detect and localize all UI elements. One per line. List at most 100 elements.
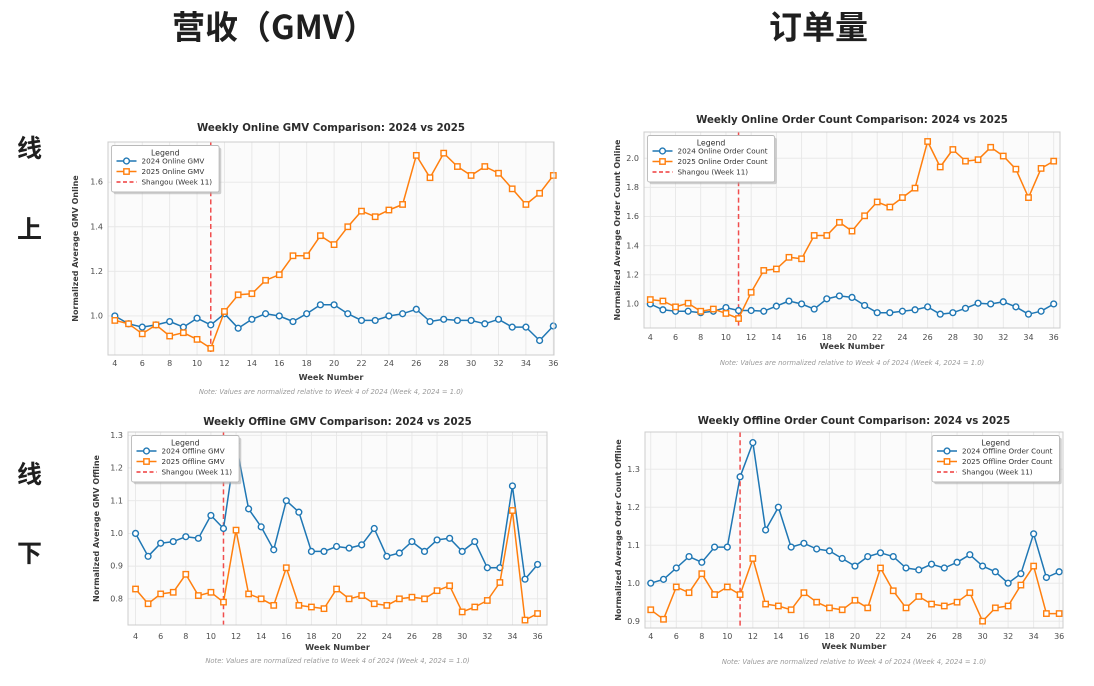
svg-text:34: 34	[521, 359, 531, 368]
tick-labels: 4 6 8 10 12 14 16 18 20 22 24 26 28 30 32 34 36 0.8 0.9 1.0…	[110, 431, 542, 641]
marker-circle	[848, 293, 856, 301]
svg-text:24: 24	[901, 632, 911, 641]
svg-text:1.1: 1.1	[110, 496, 123, 505]
chart-title: Weekly Online Order Count Comparison: 20…	[696, 115, 1008, 126]
svg-text:20: 20	[847, 333, 857, 342]
marker-circle	[471, 537, 479, 546]
chart-offline-order-count: 4 6 8 10 12 14 16 18 20 22 24 26 28 30 32 34 36 0.9 1.0 1.1…	[600, 405, 1094, 669]
row-label-offline-char-2	[17, 537, 42, 570]
tick-labels: 4 6 8 10 12 14 16 18 20 22 24 26 28 30 32 34 36 1.0 1.2 1.4…	[90, 178, 558, 368]
marker-square	[928, 600, 935, 608]
marker-square	[924, 138, 932, 145]
marker-circle	[999, 298, 1007, 306]
marker-circle	[915, 566, 923, 574]
marker-circle	[966, 551, 974, 559]
marker-square	[275, 271, 283, 279]
marker-circle	[420, 547, 429, 555]
marker-square	[1017, 581, 1025, 589]
legend-label: Shangou (Week 11)	[142, 177, 213, 186]
svg-text:1.0: 1.0	[626, 300, 639, 309]
svg-text:34: 34	[1023, 333, 1033, 342]
svg-text:26: 26	[926, 632, 936, 641]
marker-square	[383, 601, 391, 609]
marker-circle	[736, 473, 744, 481]
plot-border	[644, 431, 1064, 629]
marker-circle	[481, 320, 489, 328]
svg-text:1.2: 1.2	[90, 267, 103, 276]
marker-square	[953, 598, 961, 606]
marker-square	[152, 321, 160, 329]
marker-square	[943, 458, 951, 465]
svg-text:18: 18	[824, 632, 834, 641]
legend-title: Legend	[697, 139, 726, 148]
legend-label: 2025 Online GMV	[142, 167, 205, 176]
marker-circle	[924, 303, 932, 311]
marker-circle	[398, 310, 407, 318]
marker-circle	[943, 447, 951, 455]
svg-text:16: 16	[281, 632, 291, 641]
marker-square	[899, 194, 906, 201]
marker-circle	[723, 543, 731, 551]
marker-square	[234, 291, 242, 299]
marker-circle	[835, 292, 843, 300]
svg-text:0.8: 0.8	[110, 594, 123, 603]
marker-square	[774, 602, 782, 610]
svg-text:4: 4	[648, 632, 653, 641]
marker-square	[344, 223, 352, 231]
marker-square	[772, 265, 780, 273]
marker-square	[1004, 602, 1012, 610]
marker-square	[979, 617, 986, 625]
marker-circle	[166, 317, 174, 326]
marker-circle	[722, 303, 730, 312]
marker-circle	[142, 447, 151, 455]
marker-circle	[659, 306, 667, 314]
legend-title: Legend	[151, 149, 180, 158]
marker-circle	[245, 505, 253, 513]
column-header-orders	[769, 6, 868, 49]
marker-square	[221, 308, 228, 315]
marker-circle	[898, 307, 907, 315]
marker-square	[698, 570, 706, 578]
marker-square	[1037, 165, 1045, 172]
marker-circle	[357, 316, 366, 325]
marker-square	[395, 595, 403, 603]
marker-square	[709, 305, 717, 313]
marker-circle	[1030, 530, 1038, 538]
svg-text:32: 32	[1003, 632, 1013, 641]
marker-circle	[800, 539, 808, 547]
marker-square	[974, 156, 982, 164]
legend-title: Legend	[171, 439, 200, 448]
marker-circle	[987, 300, 995, 308]
marker-square	[182, 570, 190, 578]
cjk-glyphs	[770, 11, 867, 42]
marker-square	[838, 606, 846, 614]
marker-square	[522, 201, 530, 208]
marker-square	[458, 608, 466, 616]
svg-text:36: 36	[548, 359, 558, 368]
marker-circle	[536, 336, 544, 345]
marker-circle	[370, 524, 378, 533]
marker-circle	[762, 526, 770, 534]
svg-text:6: 6	[158, 632, 163, 641]
marker-circle	[275, 312, 283, 320]
marker-circle	[647, 579, 655, 587]
marker-circle	[289, 317, 297, 326]
series-2024-offline-gmv	[131, 439, 542, 583]
marker-circle	[179, 323, 187, 331]
chart-svg-online-order-count: 4 6 8 10 12 14 16 18 20 22 24 26 28 30 32 34 36 1.0 1.2 1.4…	[613, 115, 1061, 367]
marker-circle	[207, 511, 215, 520]
x-axis-label: Week Number	[822, 641, 888, 651]
marker-square	[1050, 157, 1058, 165]
marker-square	[762, 600, 770, 608]
chart-note: Note: Values are normalized relative to …	[722, 658, 986, 666]
svg-text:8: 8	[183, 632, 188, 641]
marker-circle	[873, 309, 881, 317]
marker-square	[316, 232, 324, 240]
row-label-online-char-2	[17, 213, 42, 246]
svg-text:1.2: 1.2	[626, 270, 639, 279]
marker-circle	[458, 547, 466, 555]
marker-circle	[316, 301, 324, 309]
marker-square	[915, 593, 923, 600]
marker-square	[483, 597, 491, 604]
plot-border	[127, 431, 548, 626]
